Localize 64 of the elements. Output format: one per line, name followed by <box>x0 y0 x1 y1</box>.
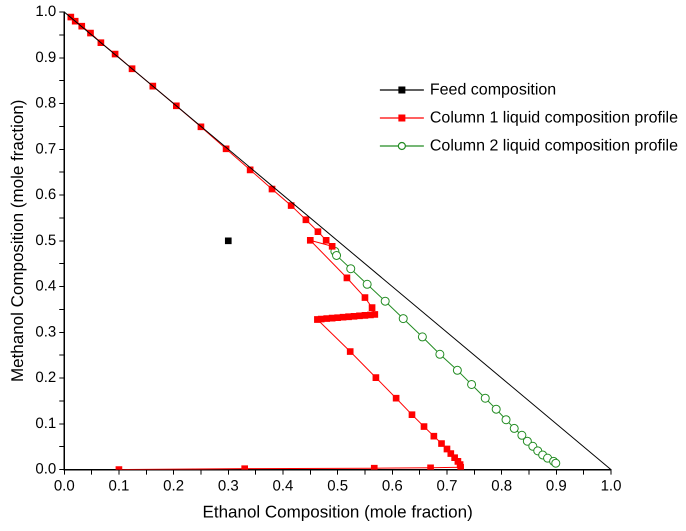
y-tick-label: 1.0 <box>35 3 56 20</box>
point <box>380 296 390 306</box>
x-tick-label: 0.0 <box>54 478 75 495</box>
x-axis-title: Ethanol Composition (mole fraction) <box>202 502 473 522</box>
x-tick-label: 0.3 <box>218 478 239 495</box>
x-tick-label: 0.7 <box>436 478 458 495</box>
legend-label: Column 2 liquid composition profile <box>430 137 678 154</box>
x-tick-label: 0.1 <box>108 478 130 495</box>
point <box>457 464 464 470</box>
point <box>302 216 310 224</box>
x-tick-label: 0.4 <box>272 478 294 495</box>
point <box>427 464 434 470</box>
point <box>430 432 438 440</box>
y-tick-label: 0.0 <box>35 460 56 478</box>
point <box>288 202 294 209</box>
point <box>467 380 476 389</box>
x-tick-label: 0.8 <box>491 478 512 495</box>
point <box>502 415 511 424</box>
x-tick-label: 1.0 <box>600 478 622 495</box>
point <box>420 423 428 430</box>
y-tick-label: 0.8 <box>35 94 56 112</box>
point <box>452 366 462 375</box>
x-tick-label: 0.6 <box>382 478 403 495</box>
point <box>372 374 380 381</box>
point <box>314 228 322 235</box>
x-tick-label: 0.5 <box>327 478 348 495</box>
point <box>435 350 444 359</box>
y-axis-title: Methanol Composition (mole fraction) <box>8 100 27 382</box>
point <box>306 237 314 244</box>
point <box>398 314 408 324</box>
point <box>344 274 350 282</box>
point <box>418 332 427 342</box>
y-tick-label: 0.5 <box>35 232 56 249</box>
point <box>522 436 532 446</box>
y-tick-label: 0.4 <box>35 278 56 295</box>
point <box>367 312 374 318</box>
x-tick-label: 0.9 <box>546 478 567 495</box>
point <box>392 394 400 402</box>
y-tick-label: 0.7 <box>35 140 56 158</box>
point <box>480 394 490 403</box>
point <box>314 316 321 323</box>
point <box>492 404 501 414</box>
point <box>346 264 356 274</box>
point <box>346 348 354 355</box>
y-tick-label: 0.6 <box>35 186 56 204</box>
point <box>224 237 232 244</box>
legend-label: Feed composition <box>430 81 556 98</box>
y-tick-label: 0.9 <box>35 48 56 66</box>
y-tick-label: 0.3 <box>35 323 56 340</box>
point <box>438 440 445 447</box>
legend-label: Column 1 liquid composition profile <box>430 109 678 126</box>
point <box>362 280 372 289</box>
point <box>510 424 519 433</box>
point <box>368 304 376 311</box>
point <box>408 411 416 418</box>
x-tick-label: 0.2 <box>163 478 184 495</box>
point <box>332 250 342 260</box>
point <box>362 294 368 301</box>
point <box>370 464 378 470</box>
y-tick-label: 0.2 <box>35 369 56 386</box>
point <box>322 237 330 244</box>
y-tick-label: 0.1 <box>35 414 56 432</box>
point <box>328 242 336 250</box>
point <box>517 430 526 440</box>
